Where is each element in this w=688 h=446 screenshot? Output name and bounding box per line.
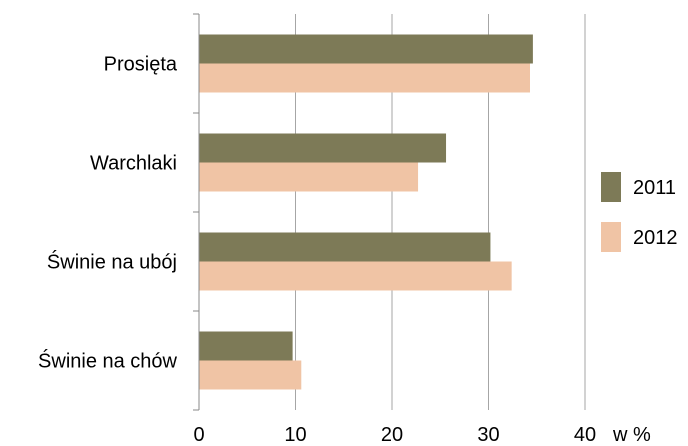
x-tick-label: 30: [477, 424, 499, 446]
bar-2012: [199, 162, 419, 192]
bar-2011: [199, 133, 447, 163]
axes: [193, 13, 200, 411]
category-label: Świnie na chów: [38, 349, 178, 373]
bar-2012: [199, 360, 302, 390]
category-label: Prosięta: [104, 54, 178, 76]
bar-2012: [199, 63, 530, 93]
category-label: Warchlaki: [90, 153, 177, 175]
category-label: Świnie na ubój: [47, 250, 177, 274]
x-tick-label: 10: [284, 424, 306, 446]
legend-label: 2012: [633, 227, 678, 249]
x-unit-label: w %: [612, 424, 651, 446]
legend: 2011 2012: [601, 172, 678, 252]
x-tick-label: 0: [193, 424, 204, 446]
legend-swatch: [601, 172, 621, 202]
legend-label: 2011: [633, 177, 676, 199]
bars: [199, 34, 533, 390]
bar-2011: [199, 331, 293, 361]
x-tick-label: 20: [381, 424, 403, 446]
legend-swatch: [601, 222, 621, 252]
category-labels: Prosięta Warchlaki Świnie na ubój Świnie na…: [38, 54, 178, 373]
bar-2011: [199, 34, 533, 64]
x-tick-label: 40: [574, 424, 596, 446]
bar-2012: [199, 261, 512, 291]
x-tick-labels: 0 10 20 30 40: [193, 424, 596, 446]
bar-2011: [199, 232, 491, 262]
